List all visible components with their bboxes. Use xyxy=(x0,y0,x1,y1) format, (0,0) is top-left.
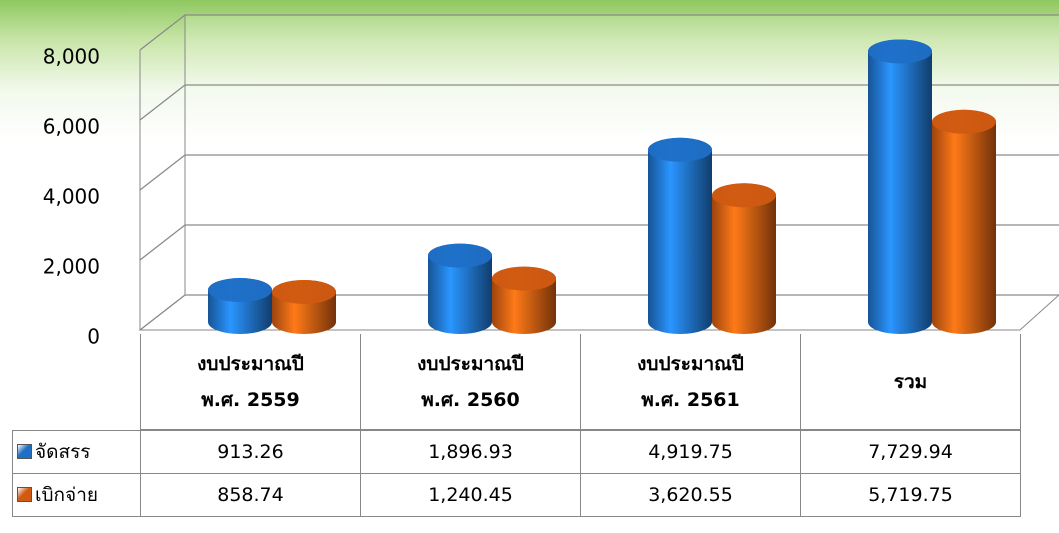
category-cell: งบประมาณปี พ.ศ. 2561 xyxy=(580,334,801,430)
category-label: งบประมาณปี พ.ศ. 2559 xyxy=(197,352,304,411)
value-cell: 1,240.45 xyxy=(360,473,581,517)
cylinder-top xyxy=(272,279,336,304)
value-cell: 1,896.93 xyxy=(360,430,581,474)
category-cell: งบประมาณปี พ.ศ. 2560 xyxy=(360,334,581,430)
grid-line xyxy=(139,154,1059,191)
y-tick-label: 0 xyxy=(87,325,100,349)
category-cell: งบประมาณปี พ.ศ. 2559 xyxy=(140,334,361,430)
cylinder-top xyxy=(648,137,712,162)
cylinder-top xyxy=(868,39,932,64)
cylinder-top xyxy=(208,278,272,303)
cylinder-bar xyxy=(932,109,996,334)
grid-line xyxy=(139,84,1059,121)
value-cell: 5,719.75 xyxy=(800,473,1021,517)
cylinder-bar xyxy=(428,243,492,334)
cylinder-bar xyxy=(648,137,712,334)
y-tick-label: 2,000 xyxy=(43,255,100,279)
grid-line xyxy=(139,14,1059,51)
category-row: งบประมาณปี พ.ศ. 2559 งบประมาณปี พ.ศ. 2560… xyxy=(140,334,1021,430)
legend-label: จัดสรร xyxy=(35,441,91,463)
category-label: งบประมาณปี พ.ศ. 2560 xyxy=(417,352,524,411)
cylinder-bar xyxy=(712,183,776,334)
category-label: รวม xyxy=(893,370,928,393)
legend-swatch xyxy=(17,487,32,502)
legend-label: เบิกจ่าย xyxy=(35,484,98,506)
table-row: จัดสรร 913.26 1,896.93 4,919.75 7,729.94 xyxy=(12,430,1021,474)
cylinder-top xyxy=(492,266,556,291)
legend-cell: จัดสรร xyxy=(12,430,141,474)
cylinder-bar xyxy=(868,39,932,335)
legend-cell: เบิกจ่าย xyxy=(12,473,141,517)
value-cell: 3,620.55 xyxy=(580,473,801,517)
value-cell: 913.26 xyxy=(140,430,361,474)
table-row: เบิกจ่าย 858.74 1,240.45 3,620.55 5,719.75 xyxy=(12,473,1021,517)
cylinder-top xyxy=(428,243,492,268)
value-cell: 4,919.75 xyxy=(580,430,801,474)
category-cell: รวม xyxy=(800,334,1021,430)
y-tick-label: 8,000 xyxy=(43,45,100,69)
cylinder-top xyxy=(932,109,996,134)
y-tick-label: 6,000 xyxy=(43,115,100,139)
data-table: จัดสรร 913.26 1,896.93 4,919.75 7,729.94 เบิก… xyxy=(12,430,1021,517)
category-label: งบประมาณปี พ.ศ. 2561 xyxy=(637,352,744,411)
value-cell: 7,729.94 xyxy=(800,430,1021,474)
legend-swatch xyxy=(17,444,32,459)
y-tick-label: 4,000 xyxy=(43,185,100,209)
cylinder-top xyxy=(712,183,776,208)
value-cell: 858.74 xyxy=(140,473,361,517)
